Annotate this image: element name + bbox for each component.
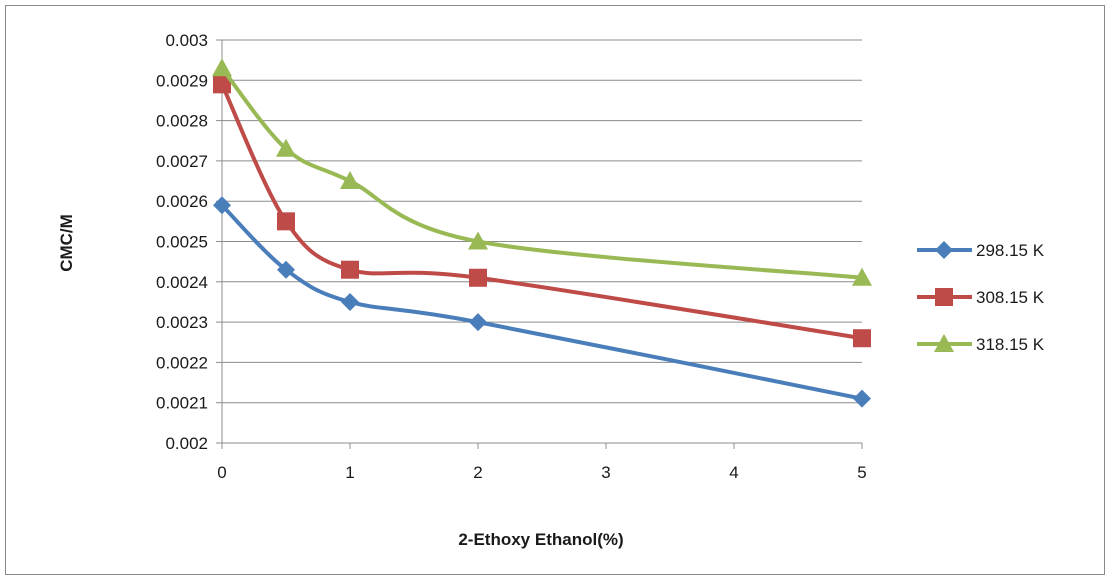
legend-item: 308.15 K: [917, 288, 1045, 307]
x-tick-label: 3: [601, 463, 610, 482]
series-318-15-k: [212, 58, 872, 286]
data-point: [340, 171, 360, 190]
series-308-15-k: [213, 75, 871, 348]
y-tick-label: 0.0028: [156, 112, 208, 131]
legend-item: 298.15 K: [917, 241, 1045, 260]
y-tick-label: 0.0022: [156, 353, 208, 372]
series-line: [220, 66, 864, 280]
legend-label: 318.15 K: [976, 335, 1045, 354]
data-point: [213, 75, 231, 94]
y-tick-label: 0.003: [165, 31, 208, 50]
x-tick-label: 2: [473, 463, 482, 482]
y-axis-title: CMC/M: [57, 214, 76, 272]
y-tick-label: 0.0023: [156, 313, 208, 332]
series-group: [212, 58, 872, 408]
x-axis-title: 2-Ethoxy Ethanol(%): [458, 530, 623, 549]
series-line: [220, 203, 864, 401]
data-point: [468, 231, 488, 250]
x-tick-label: 0: [217, 463, 226, 482]
x-tick-label: 5: [857, 463, 866, 482]
y-tick-label: 0.0024: [156, 273, 208, 292]
series-298-15-k: [213, 196, 871, 408]
x-tick-label: 4: [729, 463, 738, 482]
legend-marker: [935, 288, 953, 306]
y-tick-label: 0.0029: [156, 71, 208, 90]
axes: [216, 39, 863, 449]
y-tick-label: 0.0025: [156, 233, 208, 252]
y-tick-label: 0.0026: [156, 192, 208, 211]
legend-marker: [934, 334, 954, 352]
series-line: [220, 82, 864, 341]
data-point: [469, 268, 487, 287]
legend: 298.15 K 308.15 K 318.15 K: [917, 241, 1045, 354]
gridlines: [222, 39, 862, 404]
data-point: [853, 329, 871, 348]
data-point: [853, 389, 871, 408]
y-tick-label: 0.002: [165, 434, 208, 453]
x-tick-label: 1: [345, 463, 354, 482]
y-tick-labels: 0.002 0.0021 0.0022 0.0023 0.0024 0.0025 0.002…: [156, 31, 208, 453]
legend-label: 298.15 K: [976, 241, 1045, 260]
data-point: [277, 212, 295, 231]
legend-label: 308.15 K: [976, 288, 1045, 307]
y-tick-label: 0.0021: [156, 394, 208, 413]
legend-item: 318.15 K: [917, 334, 1045, 354]
data-point: [341, 292, 359, 311]
legend-marker: [935, 241, 953, 259]
data-point: [213, 196, 231, 215]
y-tick-label: 0.0027: [156, 152, 208, 171]
data-point: [276, 138, 296, 157]
data-point: [277, 260, 295, 279]
data-point: [469, 313, 487, 332]
data-point: [852, 267, 872, 286]
data-point: [341, 260, 359, 279]
x-tick-labels: 0 1 2 3 4 5: [217, 463, 866, 482]
data-point: [212, 58, 232, 77]
